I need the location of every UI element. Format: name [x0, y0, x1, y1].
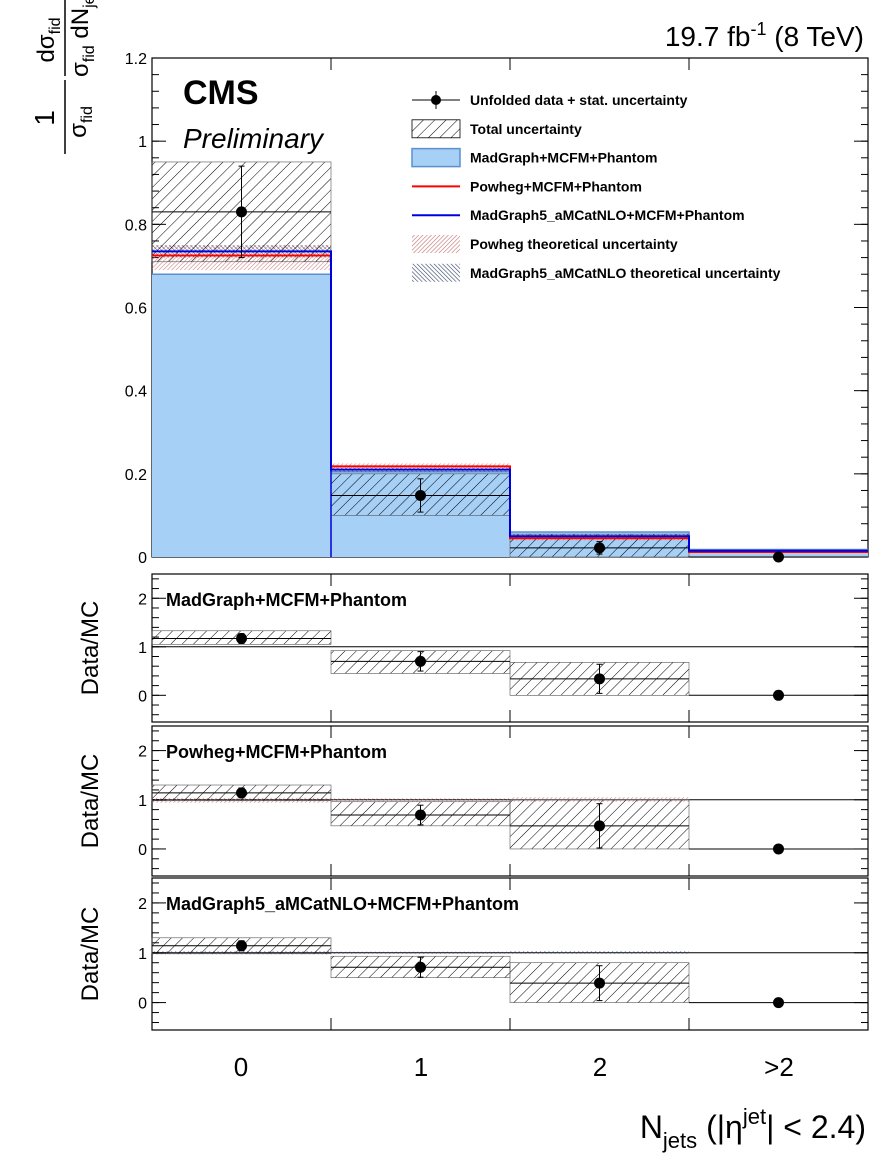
- lumi-value: 19.7 fb: [665, 21, 751, 52]
- madgraph-bar: [152, 274, 331, 557]
- energy-label: (8 TeV): [766, 21, 864, 52]
- ratio-point: [773, 843, 784, 855]
- ratio-point: [594, 977, 605, 989]
- y-tick-label: 1: [138, 640, 147, 657]
- y-tick-label: 1.2: [125, 51, 147, 68]
- legend-label-powheg_band: Powheg theoretical uncertainty: [470, 236, 678, 252]
- y-label-one: 1: [29, 110, 60, 126]
- ratio-point: [594, 673, 605, 685]
- ratio-point: [415, 655, 426, 667]
- ratio-panel-title: MadGraph+MCFM+Phantom: [166, 590, 407, 610]
- panel-1: 0 1 2 MadGraph+MCFM+Phantom Data/MC: [77, 573, 869, 723]
- legend-label-amc: MadGraph5_aMCatNLO+MCFM+Phantom: [470, 207, 745, 223]
- y-axis-label-main: 1 σfid dσfid σfid dNjets: [29, 0, 98, 154]
- ratio-panel-title: Powheg+MCFM+Phantom: [166, 742, 387, 762]
- y-tick-label: 1: [138, 793, 147, 810]
- panel-0: 0 0.2 0.4 0.6 0.8 1 1.2: [125, 51, 869, 567]
- x-axis-title: Njets (|ηjet| < 2.4): [640, 1104, 866, 1153]
- y-tick-label: 0.2: [125, 467, 147, 484]
- ratio-point: [415, 961, 426, 973]
- data-point: [594, 542, 605, 554]
- x-tick-label-0: 0: [234, 1052, 248, 1082]
- legend-label-madgraph: MadGraph+MCFM+Phantom: [470, 150, 657, 166]
- y-tick-label: 0.8: [125, 217, 147, 234]
- y-tick-label: 0: [138, 996, 147, 1013]
- data-point: [773, 551, 784, 563]
- y-tick-label: 0: [138, 550, 147, 567]
- ratio-theory-band: [331, 951, 510, 954]
- panel-3: 0 1 2 MadGraph5_aMCatNLO+MCFM+Phantom Data/M…: [77, 877, 869, 1031]
- y-label-denominator: σfid: [65, 106, 96, 138]
- y-tick-label: 1: [138, 134, 147, 151]
- legend-total-swatch: [411, 119, 461, 139]
- data-point: [236, 206, 247, 218]
- ratio-y-label: Data/MC: [77, 754, 104, 849]
- legend-label-total: Total uncertainty: [470, 121, 582, 137]
- y-tick-label: 0.6: [125, 301, 147, 318]
- data-point: [415, 489, 426, 501]
- ratio-y-label: Data/MC: [77, 601, 104, 696]
- legend: Unfolded data + stat. uncertainty Total u…: [411, 91, 781, 282]
- ratio-point: [594, 820, 605, 832]
- ratio-point: [236, 940, 247, 952]
- ratio-point: [236, 787, 247, 799]
- preliminary-label: Preliminary: [183, 123, 325, 154]
- y-tick-label: 2: [138, 896, 147, 913]
- legend-amcatnlo-band-swatch: [412, 263, 460, 282]
- legend-label-amc_band: MadGraph5_aMCatNLO theoretical uncertain…: [470, 265, 781, 281]
- y-tick-label: 2: [138, 591, 147, 608]
- legend-data-marker: [431, 95, 441, 105]
- ratio-point: [415, 809, 426, 821]
- panel-2: 0 1 2 Powheg+MCFM+Phantom Data/MC: [77, 725, 869, 877]
- y-tick-label: 0: [138, 688, 147, 705]
- cms-label: CMS: [183, 74, 259, 112]
- ratio-point: [236, 633, 247, 645]
- y-tick-label: 0.4: [125, 384, 147, 401]
- x-tick-label-3: >2: [764, 1052, 794, 1082]
- y-label-denominator-frac: σfid dNjets: [67, 0, 98, 77]
- x-tick-label-1: 1: [414, 1052, 428, 1082]
- y-tick-label: 1: [138, 946, 147, 963]
- legend-label-data: Unfolded data + stat. uncertainty: [470, 92, 688, 108]
- ratio-y-label: Data/MC: [77, 907, 104, 1002]
- lumi-label: 19.7 fb-1 (8 TeV): [665, 19, 864, 52]
- legend-label-powheg: Powheg+MCFM+Phantom: [470, 178, 642, 194]
- ratio-theory-band: [331, 798, 510, 802]
- legend-powheg-band-swatch: [412, 235, 460, 253]
- x-tick-label-2: 2: [593, 1052, 607, 1082]
- ratio-point: [773, 997, 784, 1009]
- y-label-numerator-frac: dσfid: [33, 17, 64, 62]
- ratio-theory-band: [510, 951, 689, 954]
- y-tick-label: 2: [138, 744, 147, 761]
- legend-madgraph-swatch: [411, 147, 461, 168]
- lumi-exponent: -1: [750, 19, 766, 39]
- ratio-panel-title: MadGraph5_aMCatNLO+MCFM+Phantom: [166, 894, 519, 914]
- y-tick-label: 0: [138, 842, 147, 859]
- ratio-point: [773, 689, 784, 701]
